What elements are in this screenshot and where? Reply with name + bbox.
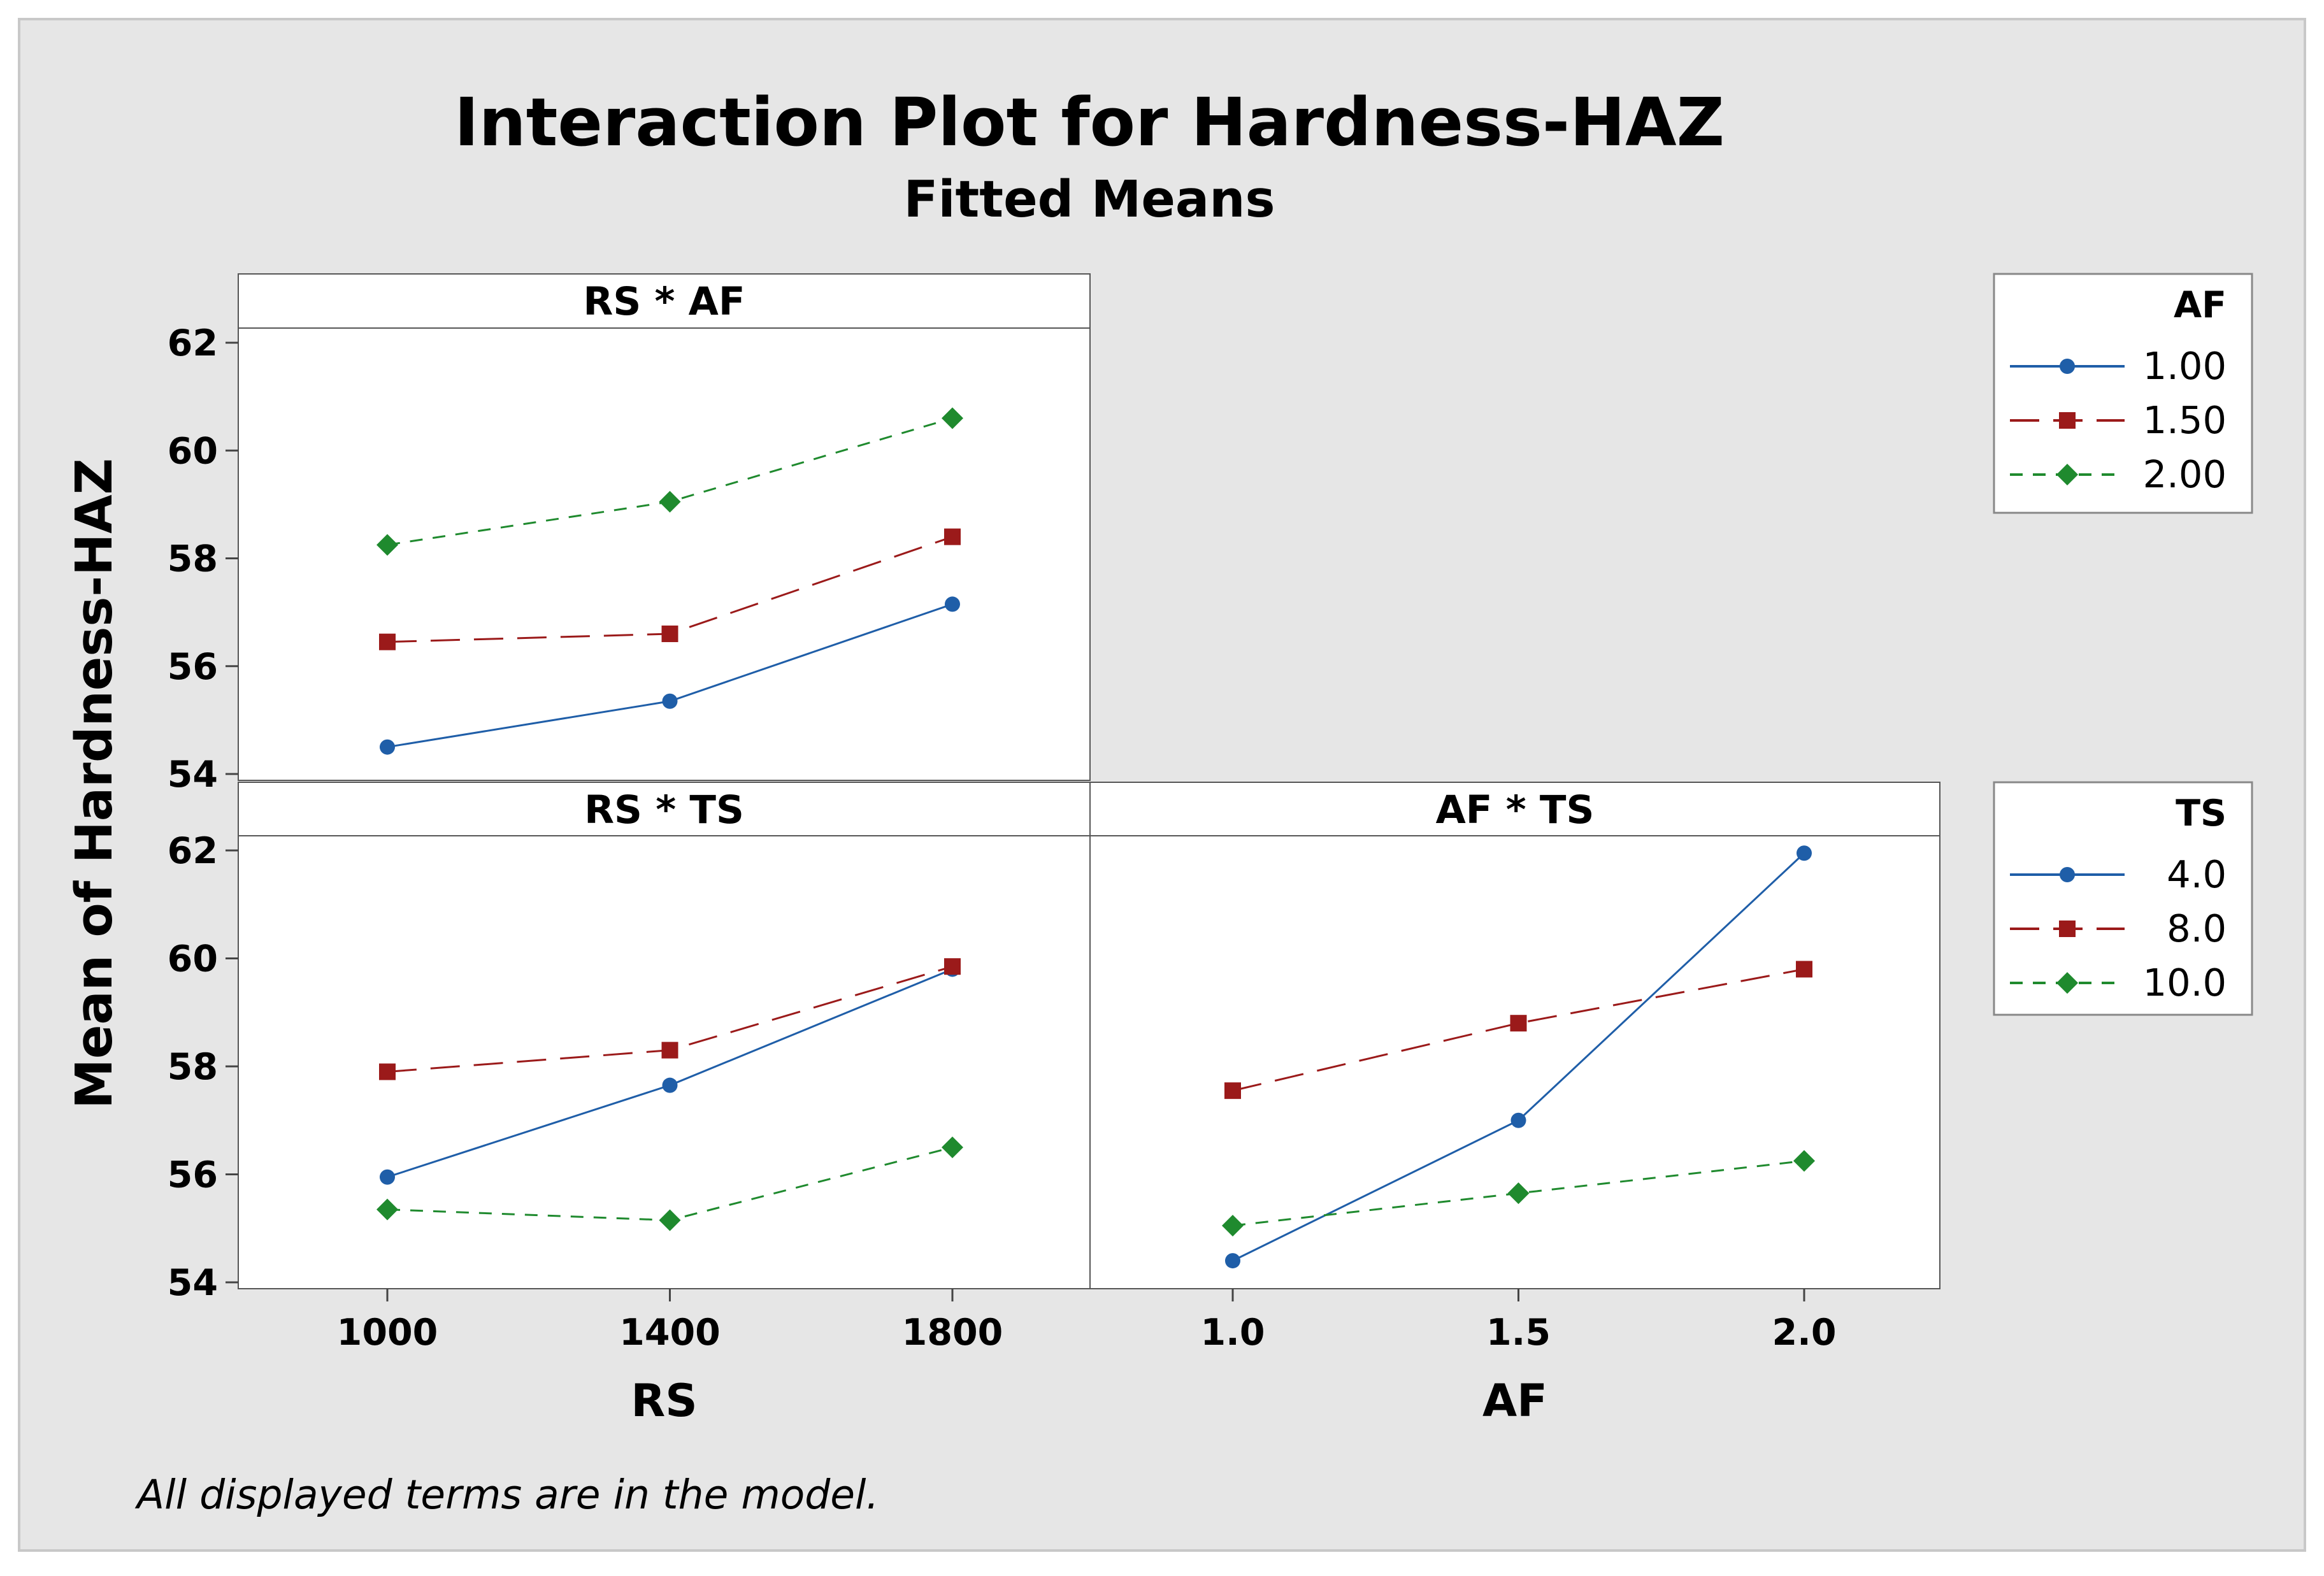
panel-plot-area (238, 327, 1091, 781)
x-axis-label: RS (631, 1375, 697, 1427)
series-10-0 (1222, 1150, 1815, 1237)
legend-entry: 4.0 (2010, 852, 2227, 896)
data-point (1225, 1253, 1240, 1269)
legend-marker (2056, 972, 2078, 994)
data-point (942, 1136, 963, 1159)
data-point (944, 528, 961, 545)
legend-marker (2059, 412, 2076, 429)
y-tick-label: 62 (168, 322, 218, 364)
panel-header (1089, 782, 1940, 836)
legend-marker (2060, 867, 2075, 882)
series-8-0 (1224, 961, 1812, 1100)
legend-marker (2056, 464, 2078, 485)
data-point (661, 1042, 678, 1059)
legend-marker (2059, 921, 2076, 937)
y-tick-label: 54 (168, 1262, 218, 1304)
data-point (1510, 1015, 1527, 1032)
y-tick-label: 54 (168, 754, 218, 796)
data-point (659, 1209, 681, 1231)
data-point (380, 739, 395, 755)
data-point (377, 534, 398, 556)
data-point (1796, 961, 1812, 978)
legend-entry: 10.0 (2010, 961, 2227, 1005)
legend-label: 2.00 (2143, 452, 2227, 496)
panel-header (238, 782, 1091, 836)
legend-label: 4.0 (2167, 852, 2227, 896)
legend-title: AF (2174, 284, 2227, 326)
legend-ts: TS 4.0 8.0 10.0 (1993, 781, 2253, 1016)
panel-af-ts: AF * TS 1.0 1.5 2.0 AF (1089, 782, 1940, 1427)
x-tick-label: 1000 (337, 1312, 438, 1354)
x-tick-label: 1.0 (1201, 1312, 1265, 1354)
data-point (944, 958, 961, 975)
x-tick-label: 2.0 (1772, 1312, 1837, 1354)
x-tick-label: 1400 (619, 1312, 721, 1354)
legend-label: 10.0 (2143, 961, 2227, 1005)
legend-entry: 1.00 (2010, 344, 2227, 388)
data-point (1510, 1112, 1526, 1128)
series-8-0 (379, 958, 961, 1080)
data-point (945, 596, 960, 612)
panel-header (238, 273, 1091, 329)
chart-title: Interaction Plot for Hardness-HAZ (454, 83, 1725, 161)
panels-group: RS * AF 54 56 58 60 62 RS * TS 54 56 58 60 62 1000 14… (168, 273, 1940, 1427)
data-point (659, 491, 681, 513)
data-point (379, 1063, 396, 1080)
data-point (1507, 1182, 1530, 1205)
panel-rs-af: RS * AF 54 56 58 60 62 (168, 273, 1091, 796)
data-point (942, 407, 963, 429)
y-tick-label: 56 (168, 1154, 218, 1196)
y-tick-label: 62 (168, 830, 218, 872)
y-tick-label: 58 (168, 538, 218, 580)
series-1-50 (379, 528, 961, 650)
data-point (661, 625, 678, 642)
y-tick-label: 56 (168, 646, 218, 688)
panel-plot-area (238, 835, 1091, 1289)
legend-label: 1.00 (2143, 344, 2227, 388)
series-2-00 (377, 407, 963, 556)
data-point (379, 633, 396, 650)
legend-af: AF 1.00 1.50 2.00 (1993, 273, 2253, 514)
x-axis-label: AF (1482, 1375, 1547, 1427)
legend-marker (2060, 359, 2075, 374)
series-line (1232, 968, 1805, 1092)
data-point (662, 693, 678, 709)
chart-subtitle: Fitted Means (904, 170, 1275, 229)
data-point (380, 1169, 395, 1185)
legend-label: 1.50 (2143, 398, 2227, 442)
panel-label: RS * AF (583, 279, 745, 324)
legend-box (1993, 273, 2253, 514)
series-1-00 (380, 596, 960, 755)
x-tick-label: 1800 (902, 1312, 1003, 1354)
footnote: All displayed terms are in the model. (134, 1472, 879, 1518)
legend-label: 8.0 (2167, 906, 2227, 950)
legend-box (1993, 781, 2253, 1016)
panel-label: RS * TS (584, 787, 744, 833)
y-tick-label: 58 (168, 1046, 218, 1088)
panel-plot-area (1089, 835, 1940, 1289)
y-tick-label: 60 (168, 938, 218, 980)
data-point (1797, 845, 1812, 861)
data-point (377, 1198, 398, 1221)
data-point (1224, 1082, 1241, 1100)
panel-rs-ts: RS * TS 54 56 58 60 62 1000 1400 1800 RS (168, 782, 1091, 1427)
series-10-0 (377, 1136, 963, 1231)
y-axis-label: Mean of Hardness-HAZ (65, 458, 124, 1109)
data-point (1222, 1215, 1244, 1237)
legend-entry: 8.0 (2010, 906, 2227, 950)
legend-entry: 2.00 (2010, 452, 2227, 496)
panel-label: AF * TS (1436, 787, 1595, 833)
legends-group: AF 1.00 1.50 2.00 TS 4.0 8.0 10.0 (1993, 273, 2253, 1016)
y-tick-label: 60 (168, 430, 218, 472)
data-point (662, 1077, 678, 1093)
legend-entry: 1.50 (2010, 398, 2227, 442)
data-point (1793, 1150, 1815, 1172)
legend-title: TS (2176, 792, 2227, 835)
x-tick-label: 1.5 (1486, 1312, 1551, 1354)
